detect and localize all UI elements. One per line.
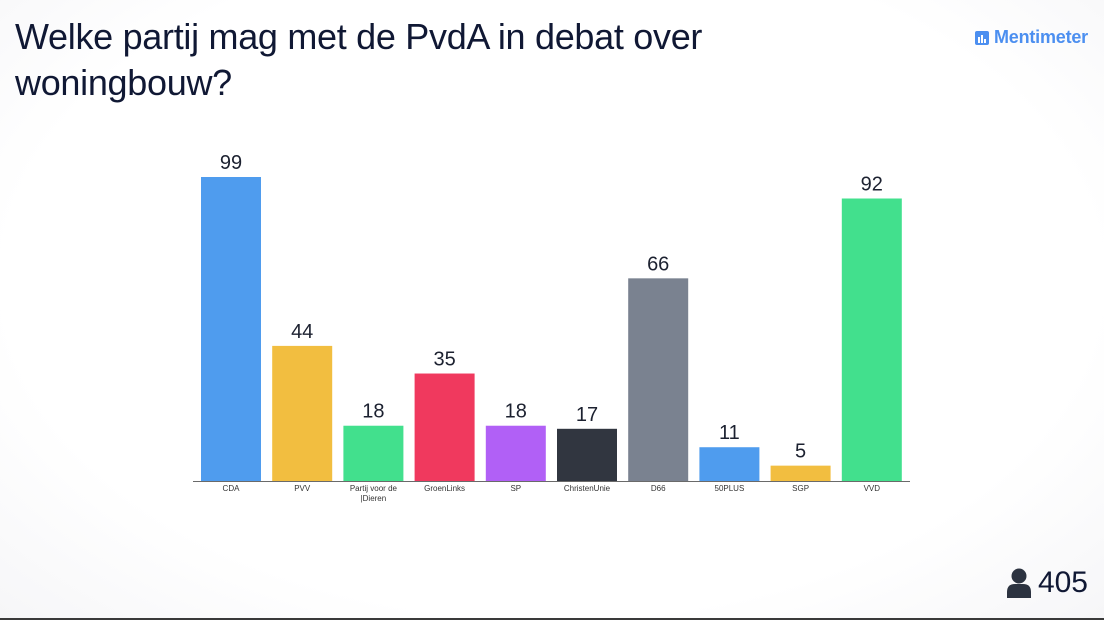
data-label: 11 — [719, 422, 740, 444]
x-tick-label: SGP — [792, 484, 809, 493]
x-tick-label: 50PLUS — [715, 484, 745, 493]
x-tick-label: ChristenUnie — [564, 484, 611, 493]
bar — [628, 278, 689, 481]
bar — [201, 177, 261, 481]
bar-chart-icon — [974, 30, 989, 45]
data-label: 99 — [220, 152, 242, 174]
brand-name: Mentimeter — [993, 27, 1088, 47]
data-label: 66 — [647, 253, 669, 275]
x-tick-label: PVV — [294, 484, 311, 493]
data-label: 35 — [433, 349, 455, 371]
bar — [770, 465, 831, 481]
data-label: 44 — [291, 321, 313, 343]
x-tick-label: |Dieren — [361, 494, 387, 503]
bar — [557, 428, 617, 481]
bar — [343, 425, 404, 481]
mentimeter-brand: Mentimeter — [974, 27, 1088, 48]
x-tick-label: VVD — [864, 484, 881, 493]
data-label: 5 — [795, 441, 806, 463]
bar — [699, 447, 760, 481]
question-title: Welke partij mag met de PvdA in debat ov… — [15, 16, 703, 103]
x-tick-label: D66 — [651, 484, 666, 493]
participant-count: 405 — [1037, 566, 1088, 599]
bar — [841, 198, 902, 482]
person-icon — [1006, 568, 1031, 598]
participant-counter: 405 — [1006, 566, 1088, 600]
bar — [485, 425, 546, 481]
x-tick-label: Partij voor de — [350, 484, 398, 493]
bar — [272, 345, 333, 481]
data-label: 92 — [861, 173, 883, 195]
data-label: 18 — [362, 401, 384, 423]
data-label: 17 — [576, 404, 598, 426]
x-tick-label: CDA — [223, 484, 241, 493]
bottom-divider — [0, 618, 1104, 620]
data-label: 18 — [505, 401, 527, 423]
x-tick-label: GroenLinks — [424, 484, 465, 493]
x-tick-label: SP — [510, 484, 521, 493]
bar — [414, 373, 475, 481]
